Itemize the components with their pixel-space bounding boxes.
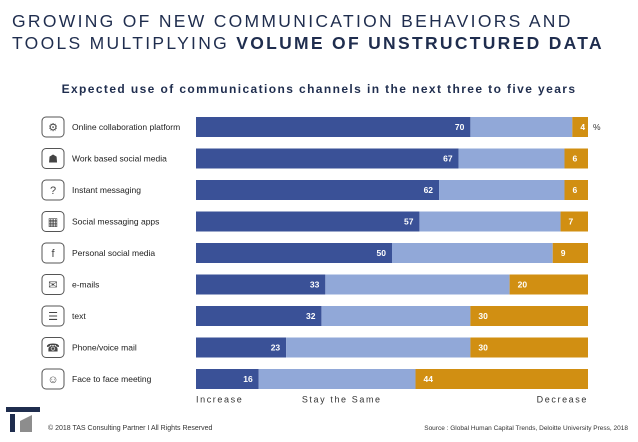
phone-apps-icon: ▦ <box>41 211 65 232</box>
category-label: e-mails <box>72 280 99 290</box>
data-label: 67 <box>443 154 453 164</box>
source-text: Source : Global Human Capital Trends, De… <box>424 425 628 432</box>
bar-segment <box>552 243 588 263</box>
company-logo <box>6 407 40 432</box>
svg-text:f: f <box>51 248 55 260</box>
data-label: 33 <box>310 280 320 290</box>
data-label: 44 <box>424 374 434 384</box>
category-label: Phone/voice mail <box>72 343 137 353</box>
title-line-2-bold: VOLUME OF UNSTRUCTURED DATA <box>236 33 604 53</box>
svg-text:☺: ☺ <box>47 374 58 386</box>
bar-segment <box>325 274 510 295</box>
bar-segment <box>470 117 573 137</box>
bar-segment <box>509 274 588 295</box>
svg-text:☗: ☗ <box>48 154 58 166</box>
svg-text:☰: ☰ <box>48 311 58 323</box>
svg-text:▦: ▦ <box>48 217 58 229</box>
data-label: 6 <box>572 154 577 164</box>
bar-segment <box>196 306 322 326</box>
data-label: 32 <box>306 311 316 321</box>
data-label: 9 <box>561 248 566 258</box>
data-label: 50 <box>377 248 387 258</box>
title-line-2: TOOLS MULTIPLYING VOLUME OF UNSTRUCTURED… <box>12 32 632 54</box>
bar-segment <box>564 180 588 200</box>
category-label: Social messaging apps <box>72 217 159 227</box>
bar-segment <box>470 337 588 358</box>
data-label: 70 <box>455 122 465 132</box>
bar-segment <box>196 148 459 169</box>
chart-title: Expected use of communications channels … <box>61 82 577 96</box>
text-bubble-icon: ☰ <box>41 305 65 327</box>
legend-stay-same: Stay the Same <box>302 395 382 405</box>
bar-segment <box>196 180 440 200</box>
bar-segment <box>392 243 553 263</box>
page-title: GROWING OF NEW COMMUNICATION BEHAVIORS A… <box>12 10 632 54</box>
data-label: 4 <box>580 122 585 132</box>
bar-segment <box>458 148 565 169</box>
data-label: 16 <box>243 374 253 384</box>
legend-decrease: Decrease <box>537 395 588 405</box>
svg-text:?: ? <box>50 185 56 197</box>
bar-segment <box>196 211 420 232</box>
bar-segment <box>419 211 561 232</box>
chat-bubble-icon: ? <box>41 179 65 201</box>
bar-segment <box>321 306 471 326</box>
title-line-1: GROWING OF NEW COMMUNICATION BEHAVIORS A… <box>12 11 573 31</box>
meeting-icon: ☺ <box>41 368 65 390</box>
phone-icon: ☎ <box>41 337 65 358</box>
bar-segment <box>258 369 416 389</box>
category-label: text <box>72 311 86 321</box>
bar-segment <box>196 117 471 137</box>
social-media-icon: f <box>41 242 65 264</box>
svg-text:☎: ☎ <box>46 343 60 355</box>
bar-segment <box>286 337 471 358</box>
title-line-2-plain: TOOLS MULTIPLYING <box>12 33 237 53</box>
network-icon: ⚙ <box>41 116 65 138</box>
bar-segment <box>196 243 392 263</box>
bar-segment <box>564 148 588 169</box>
bar-segment <box>196 369 259 389</box>
svg-text:✉: ✉ <box>48 280 57 292</box>
bar-segment <box>470 306 588 326</box>
data-label: 30 <box>478 311 488 321</box>
legend-increase: Increase <box>196 395 243 405</box>
category-label: Personal social media <box>72 248 155 258</box>
data-label: 6 <box>572 185 577 195</box>
people-network-icon: ☗ <box>41 148 65 169</box>
data-label: 23 <box>271 343 281 353</box>
bar-segment <box>572 117 588 137</box>
bar-segment <box>439 180 565 200</box>
bar-segment <box>196 274 326 295</box>
category-label: Work based social media <box>72 154 167 164</box>
bar-segment <box>196 337 287 358</box>
copyright-text: © 2018 TAS Consulting Partner I All Righ… <box>48 425 213 432</box>
envelope-icon: ✉ <box>41 274 65 295</box>
bar-segment <box>415 369 588 389</box>
data-label: 62 <box>424 185 434 195</box>
unit-label: % <box>593 122 601 132</box>
data-label: 30 <box>478 343 488 353</box>
bar-segment <box>560 211 588 232</box>
data-label: 20 <box>518 280 528 290</box>
category-label: Instant messaging <box>72 185 141 195</box>
data-label: 7 <box>569 217 574 227</box>
data-label: 57 <box>404 217 414 227</box>
category-label: Face to face meeting <box>72 374 152 384</box>
category-label: Online collaboration platform <box>72 122 180 132</box>
svg-text:⚙: ⚙ <box>48 122 58 134</box>
